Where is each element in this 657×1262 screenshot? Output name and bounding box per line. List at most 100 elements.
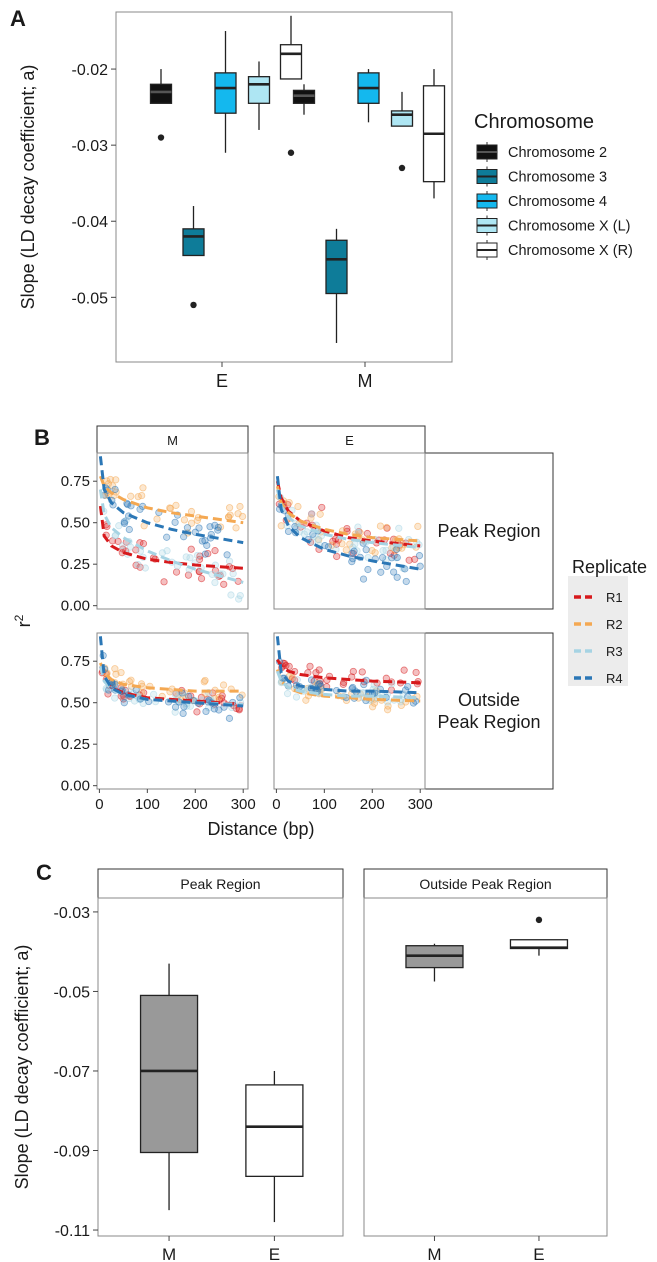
b-point-R4 — [316, 679, 324, 688]
b-point-R1 — [412, 668, 420, 677]
a-box-3-E-box — [214, 72, 237, 114]
b-point-R3 — [134, 561, 142, 569]
b-x-tick-label: 200 — [183, 796, 208, 813]
b-point-R4 — [180, 703, 188, 711]
b-legend-label: R2 — [606, 617, 623, 632]
b-point-R4 — [111, 680, 119, 688]
b-point-R1 — [358, 668, 366, 676]
b-point-R4 — [404, 682, 412, 691]
b-point-R2 — [238, 512, 247, 521]
b-facet-M-1: 0.00 0.25 0.50 0.75 0 100 200 300 — [61, 632, 256, 813]
b-row-strip-line: Peak Region — [437, 712, 540, 732]
c-facet-area — [97, 897, 344, 1237]
c-y-tick-label: -0.05 — [54, 984, 91, 1001]
panel-label-a: A — [10, 6, 26, 31]
b-point-R2 — [127, 492, 135, 500]
b-point-R3 — [293, 676, 301, 684]
b-fit-R2 — [98, 475, 244, 525]
b-point-R4 — [225, 714, 234, 722]
b-point-R3 — [118, 542, 127, 550]
panel-a: A -0.02 -0.03 -0.04 -0.05 E M Slope (LD decay c… — [10, 6, 633, 391]
a-legend-label: Chromosome X (L) — [508, 219, 630, 235]
b-facet-E-0 — [273, 452, 426, 610]
a-x-tick-label: E — [216, 371, 228, 391]
b-point-R4 — [183, 524, 192, 532]
b-point-R4 — [180, 533, 188, 541]
b-y-tick-label: 0.50 — [61, 695, 90, 712]
b-y-tick-label: 0.75 — [61, 473, 90, 490]
b-point-R2 — [338, 540, 346, 548]
b-point-R2 — [112, 476, 120, 484]
b-y-axis-title-r: r — [14, 621, 34, 627]
b-point-R4 — [171, 703, 180, 711]
b-y-tick-label: 0.00 — [61, 778, 90, 795]
b-point-R2 — [180, 516, 189, 524]
panel-c: C Peak Region M E Outside Peak Region M E -0.03… — [12, 860, 608, 1262]
b-fit-R4 — [275, 636, 421, 695]
a-legend-label: Chromosome X (R) — [508, 243, 633, 259]
b-x-tick-label: 0 — [95, 796, 103, 813]
b-point-R2 — [166, 504, 175, 513]
b-point-R4 — [163, 533, 171, 541]
a-legend-label: Chromosome 3 — [508, 170, 607, 186]
b-point-R4 — [348, 549, 356, 557]
b-point-R2 — [117, 668, 125, 677]
c-y-tick-label: -0.11 — [55, 1223, 90, 1240]
b-point-R4 — [179, 709, 187, 718]
b-point-R4 — [223, 551, 231, 559]
b-point-R2 — [187, 519, 196, 527]
b-point-R1 — [139, 540, 148, 548]
b-point-R2 — [371, 549, 379, 557]
a-y-tick-label: -0.02 — [72, 62, 109, 79]
b-point-R4 — [198, 537, 206, 545]
b-fit-R4 — [98, 456, 244, 545]
b-point-R3 — [111, 694, 119, 702]
b-point-R4 — [125, 525, 133, 534]
b-point-R1 — [193, 708, 201, 716]
c-strip-label: Outside Peak Region — [419, 876, 551, 892]
b-point-R2 — [106, 475, 114, 484]
b-point-R1 — [197, 575, 206, 583]
b-point-R3 — [158, 549, 166, 557]
b-point-R3 — [193, 551, 202, 560]
b-point-R1 — [187, 545, 195, 553]
b-point-R2 — [376, 522, 385, 530]
b-point-R4 — [236, 694, 244, 702]
b-fit-R3 — [98, 665, 244, 706]
b-y-tick-label: 0.25 — [61, 556, 90, 573]
b-point-R4 — [105, 686, 113, 694]
b-point-R4 — [185, 692, 193, 700]
b-point-R4 — [415, 552, 424, 560]
b-row-strip-line: Outside — [458, 690, 520, 710]
b-x-tick-label: 0 — [272, 796, 280, 813]
b-point-R1 — [235, 706, 243, 714]
b-point-R3 — [370, 681, 378, 689]
b-point-R2 — [414, 522, 422, 530]
b-point-R4 — [206, 523, 214, 531]
b-point-R1 — [411, 555, 419, 563]
a-y-tick-label: -0.05 — [72, 290, 109, 307]
b-x-tick-label: 200 — [360, 796, 385, 813]
a-y-tick-label: -0.03 — [72, 138, 109, 155]
b-point-R2 — [109, 482, 117, 490]
b-point-R4 — [120, 699, 128, 707]
b-point-R3 — [171, 708, 179, 716]
b-point-R3 — [227, 591, 235, 599]
b-point-R3 — [182, 553, 190, 561]
b-point-R1 — [318, 503, 326, 512]
a-box-1-E-box — [149, 83, 173, 104]
b-y-tick-label: 0.25 — [61, 736, 90, 753]
c-x-tick-label: E — [269, 1245, 280, 1262]
c-facet-area — [363, 897, 608, 1237]
b-point-R3 — [150, 690, 158, 698]
c-strip — [363, 868, 608, 899]
b-point-R2 — [383, 706, 392, 714]
b-point-R3 — [211, 578, 219, 587]
b-point-R2 — [277, 522, 285, 530]
c-strip-label: Peak Region — [180, 876, 260, 892]
b-fit-R3 — [98, 489, 244, 584]
c-box-0-E-box — [245, 1084, 304, 1178]
b-point-R3 — [126, 543, 135, 551]
b-point-R2 — [172, 501, 180, 509]
